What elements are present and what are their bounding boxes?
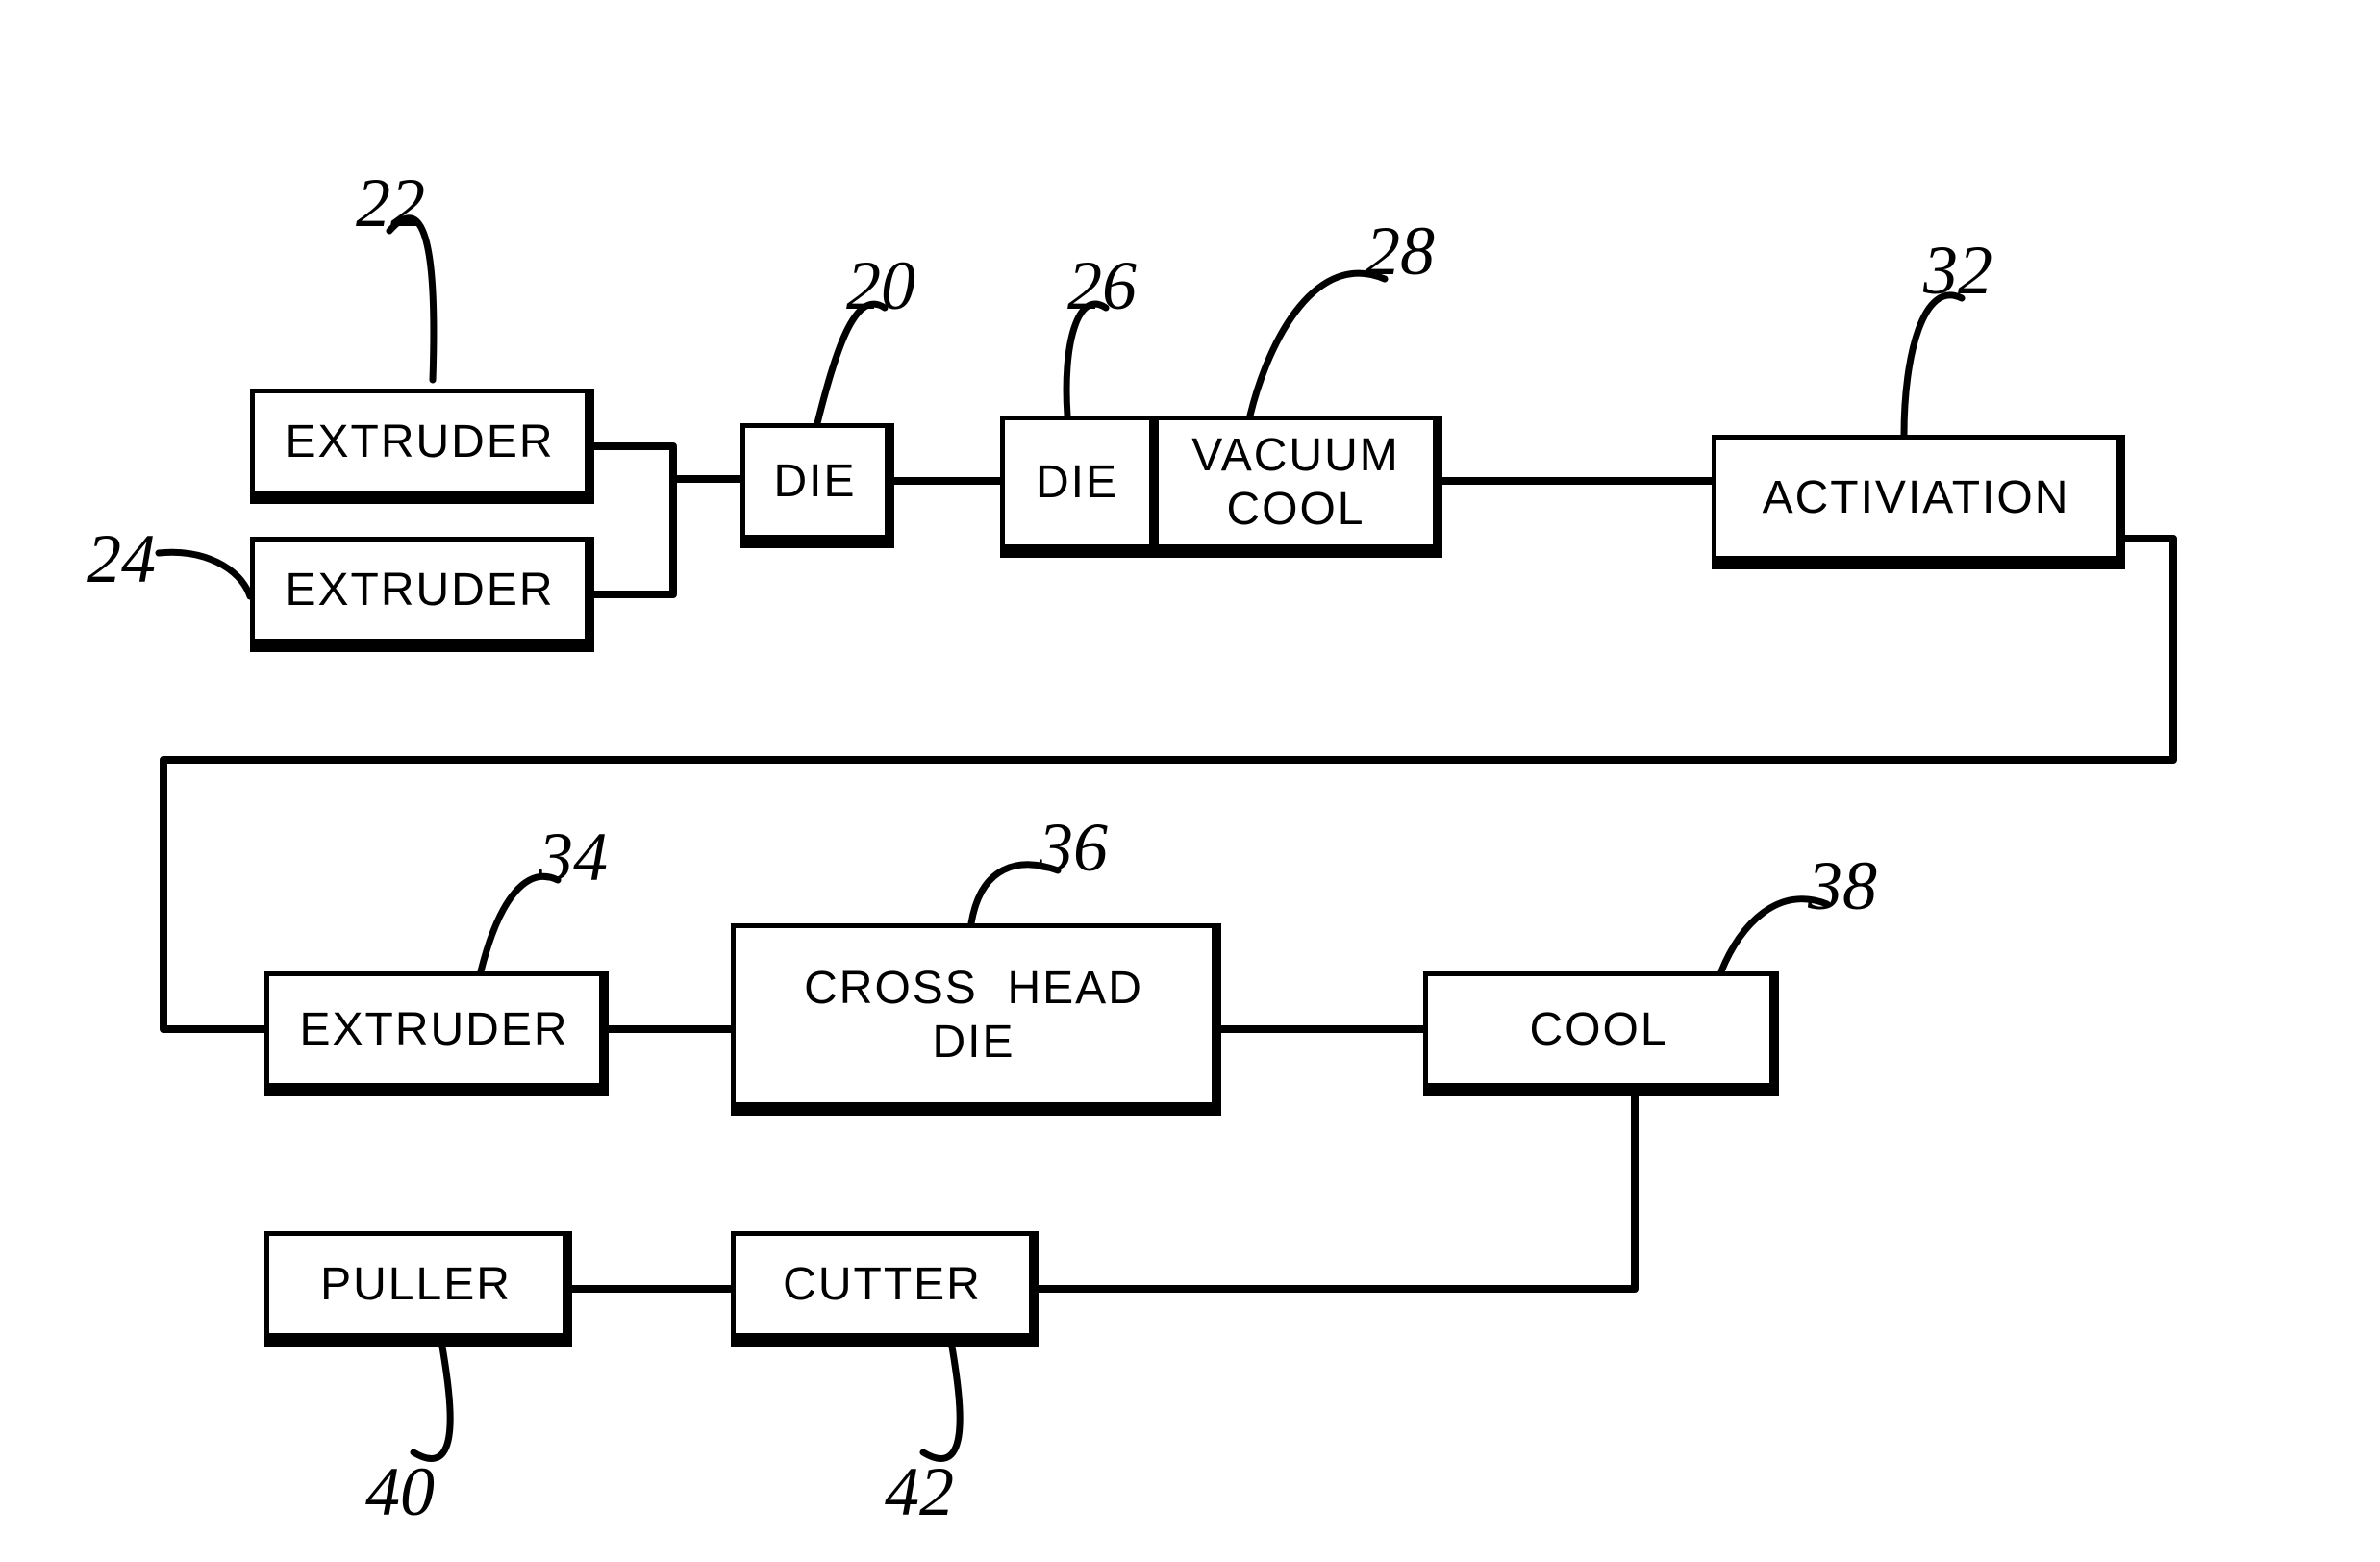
leader-line [1904,295,1962,435]
ref-36: 36 [1039,808,1108,888]
leader-line [923,1347,960,1459]
node-cool: COOL [1423,971,1779,1096]
node-activation: ACTIVIATION [1712,435,2125,569]
ref-28: 28 [1365,212,1435,291]
node-cutter: CUTTER [731,1231,1039,1347]
ref-38: 38 [1808,846,1877,926]
node-label: CUTTER [783,1258,982,1311]
leader-line [413,1347,450,1459]
node-label: COOL [1529,1003,1667,1056]
ref-22: 22 [356,164,425,243]
ref-26: 26 [1067,246,1137,326]
node-vacuum-cool: VACUUM COOL [1154,416,1442,558]
node-extruder-3: EXTRUDER [264,971,609,1096]
node-puller: PULLER [264,1231,572,1347]
node-label: DIE [773,455,856,508]
node-label: EXTRUDER [285,416,554,468]
ref-42: 42 [885,1452,954,1532]
node-label: ACTIVIATION [1763,471,2070,524]
ref-32: 32 [1923,231,1992,311]
node-label: DIE [1036,456,1118,509]
node-label: CROSS HEAD DIE [804,962,1143,1068]
node-label: EXTRUDER [285,564,554,617]
ref-24: 24 [87,519,156,599]
node-label: EXTRUDER [299,1003,568,1056]
node-cross-head-die: CROSS HEAD DIE [731,923,1221,1116]
edge [594,479,673,594]
node-label: PULLER [320,1258,512,1311]
node-extruder-2: EXTRUDER [250,537,594,652]
diagram-canvas: EXTRUDER EXTRUDER DIE DIE VACUUM COOL AC… [0,0,2380,1562]
ref-34: 34 [539,818,608,897]
leader-line [1250,273,1385,416]
node-label: VACUUM COOL [1191,429,1399,535]
edge [1039,1096,1635,1289]
node-extruder-1: EXTRUDER [250,389,594,504]
ref-40: 40 [365,1452,435,1532]
node-die-2: DIE [1000,416,1154,558]
node-die-1: DIE [740,423,894,548]
leader-line [159,552,250,596]
ref-20: 20 [846,246,915,326]
edge [594,446,673,479]
